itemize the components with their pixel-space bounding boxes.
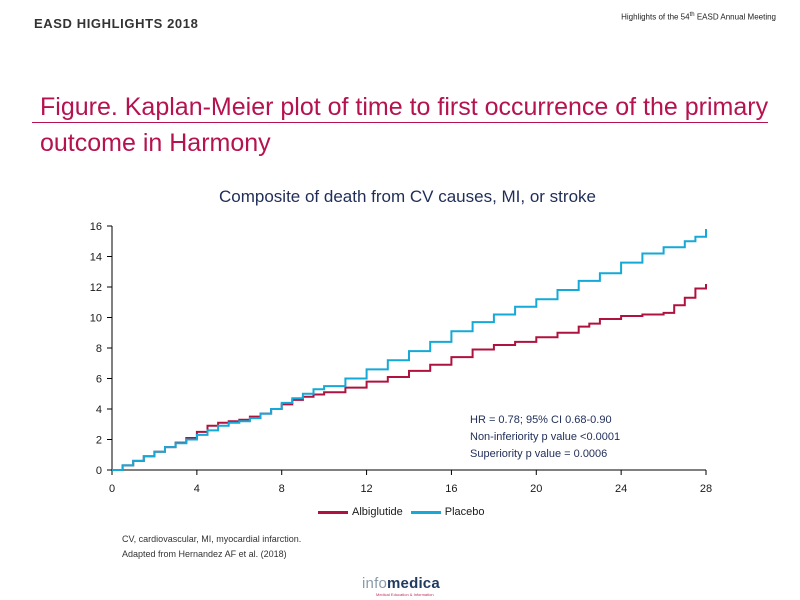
chart-title: Composite of death from CV causes, MI, o… [219,187,596,206]
logo-tagline: Medical Education & Information [376,592,434,597]
stats-hr: HR = 0.78; 95% CI 0.68-0.90 [470,414,612,426]
legend-swatch-albiglutide [318,510,348,514]
x-tick-label: 4 [194,483,200,495]
y-tick-label: 0 [96,465,102,477]
footnote-source: Adapted from Hernandez AF et al. (2018) [122,549,287,559]
header-right-label: Highlights of the 54th EASD Annual Meeti… [621,12,776,22]
x-tick-label: 12 [360,483,372,495]
footnote-abbreviations: CV, cardiovascular, MI, myocardial infar… [122,534,302,544]
x-tick-label: 16 [445,483,457,495]
legend-label-placebo: Placebo [444,506,485,518]
x-tick-label: 8 [279,483,285,495]
stats-noninferiority: Non-inferiority p value <0.0001 [470,431,621,443]
x-tick-label: 28 [700,483,712,495]
legend-item-placebo: Placebo [410,506,485,518]
series-layer [112,229,707,471]
y-tick-label: 4 [96,404,102,416]
infomedica-logo: infomedica [362,575,440,592]
x-tick-label: 0 [109,483,115,495]
y-tick-label: 6 [96,374,102,386]
series-line-placebo [112,229,707,471]
y-tick-label: 14 [90,252,102,264]
title-divider [32,122,768,123]
slide-title: Figure. Kaplan-Meier plot of time to fir… [40,93,769,157]
y-tick-label: 12 [90,282,102,294]
statistics-annotation: HR = 0.78; 95% CI 0.68-0.90 Non-inferior… [470,412,620,463]
legend-item-albiglutide: Albiglutide [318,506,403,518]
legend: Albiglutide Placebo [318,506,493,518]
y-tick-label: 16 [90,221,102,233]
y-tick-label: 8 [96,343,102,355]
y-tick-label: 10 [90,313,102,325]
x-tick-label: 24 [615,483,627,495]
stats-superiority: Superiority p value = 0.0006 [470,448,608,460]
legend-label-albiglutide: Albiglutide [352,506,403,518]
x-tick-label: 20 [530,483,542,495]
footnotes: CV, cardiovascular, MI, myocardial infar… [122,532,301,562]
legend-swatch-placebo [410,510,441,514]
header-left-label: EASD HIGHLIGHTS 2018 [34,16,199,31]
y-tick-label: 2 [96,435,102,447]
